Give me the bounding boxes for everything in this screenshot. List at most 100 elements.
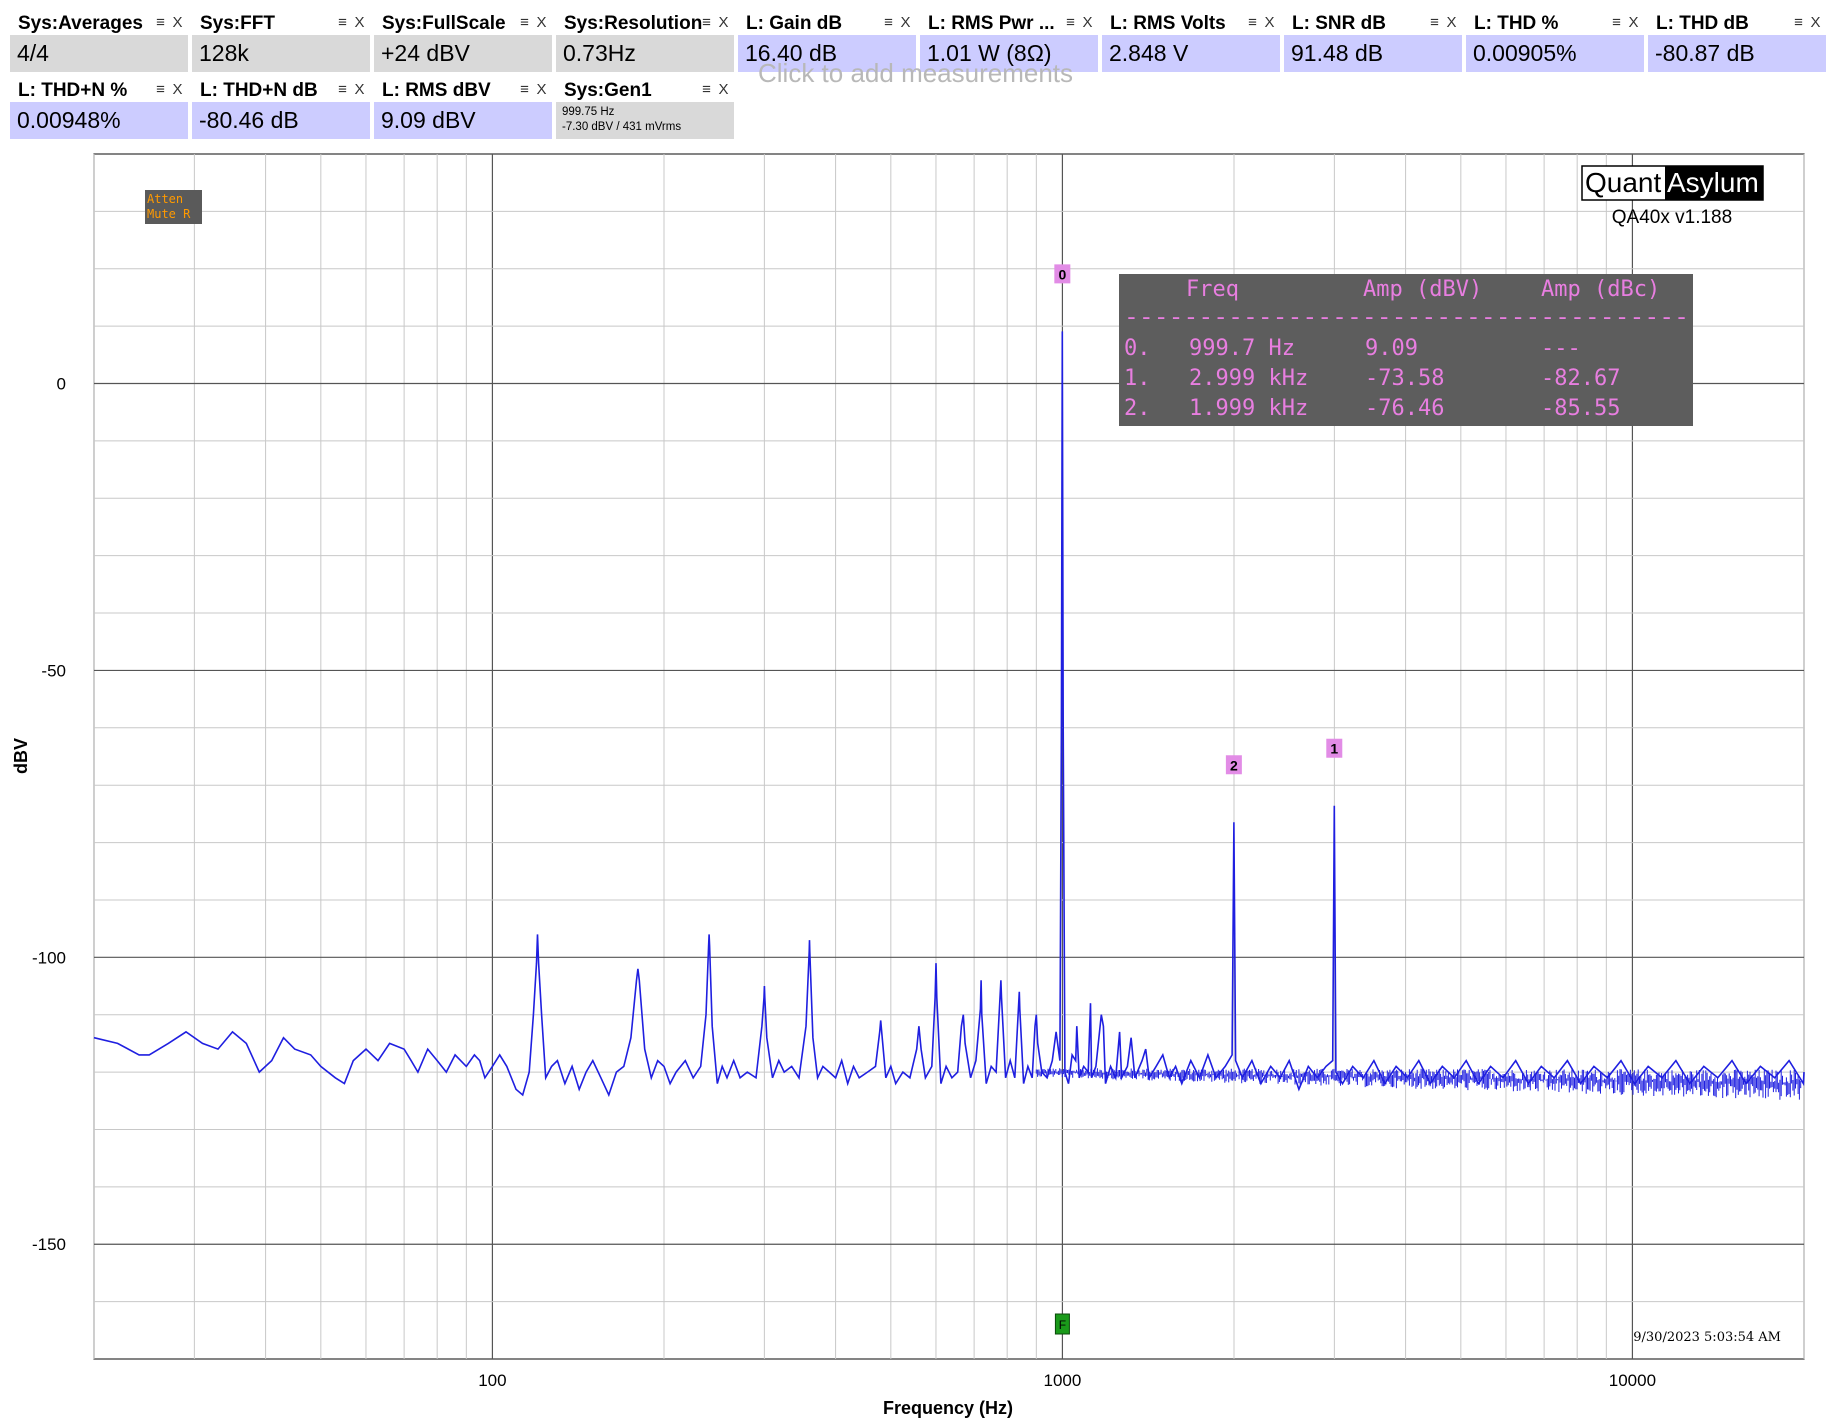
tile-title: L: THD+N % [18,80,128,101]
tile-title: Sys:Averages [18,13,143,34]
tile-body: 9.09 dBV [374,102,552,139]
tile-header: L: RMS dBV ≡ X [374,77,554,102]
close-icon[interactable]: X [536,14,547,31]
close-icon[interactable]: X [718,81,729,98]
tile-title: Sys:FFT [200,13,275,34]
menu-icon[interactable]: ≡ [702,81,711,98]
tile-header: L: THD+N % ≡ X [10,77,190,102]
tile-13[interactable]: Sys:Gen1 ≡ X 999.75 Hz -7.30 dBV / 431 mVrms [556,77,736,139]
tile-9[interactable]: L: THD dB ≡ X -80.87 dB [1648,10,1828,72]
close-icon[interactable]: X [172,14,183,31]
peak-marker-1[interactable] [1326,738,1343,758]
tile-header: L: RMS Volts ≡ X [1102,10,1282,35]
table-cell-dbc: -85.55 [1541,396,1620,421]
tile-value: 91.48 dB [1291,40,1384,66]
fundamental-marker[interactable] [1054,1313,1070,1335]
peak-marker-2[interactable] [1225,755,1242,775]
tile-7[interactable]: L: SNR dB ≡ X 91.48 dB [1284,10,1464,72]
atten-badge-bg [145,190,202,224]
noise-floor [1035,1068,1802,1100]
atten-badge-line2: Mute R [147,207,191,221]
brand-logo: Quant Asylum QA40x v1.188 [1581,165,1764,228]
tile-value: 128k [199,40,249,66]
tile-header: L: THD % ≡ X [1466,10,1646,35]
tile-12[interactable]: L: RMS dBV ≡ X 9.09 dBV [374,77,554,139]
x-tick-label: 10000 [1609,1371,1656,1390]
tile-header: Sys:Gen1 ≡ X [556,77,736,102]
tile-sub-level: -7.30 dBV / 431 mVrms [562,121,682,133]
fundamental-marker-label: F [1059,1318,1066,1332]
tile-0[interactable]: Sys:Averages ≡ X 4/4 [10,10,190,72]
tile-value: -80.46 dB [199,107,299,133]
tile-title: Sys:FullScale [382,13,506,34]
menu-icon[interactable]: ≡ [520,81,529,98]
tile-8[interactable]: L: THD % ≡ X 0.00905% [1466,10,1646,72]
table-header-dbc: Amp (dBc) [1541,277,1660,302]
brand-quant: Quant [1585,167,1661,198]
y-tick-label: -50 [41,661,66,680]
tile-header: Sys:FFT ≡ X [192,10,372,35]
add-measurement-hint[interactable]: Click to add measurements [758,58,1074,88]
menu-icon[interactable]: ≡ [338,14,347,31]
close-icon[interactable]: X [354,81,365,98]
tile-3[interactable]: Sys:Resolution ≡ X 0.73Hz [556,10,736,72]
close-icon[interactable]: X [900,14,911,31]
close-icon[interactable]: X [172,81,183,98]
tile-6[interactable]: L: RMS Volts ≡ X 2.848 V [1102,10,1282,72]
tile-5[interactable]: L: RMS Pwr ... ≡ X 1.01 W (8Ω) [920,10,1100,72]
tile-body: 1.01 W (8Ω) [920,35,1098,72]
table-cell-dbc: -82.67 [1541,366,1620,391]
menu-icon[interactable]: ≡ [1612,14,1621,31]
tile-10[interactable]: L: THD+N % ≡ X 0.00948% [10,77,190,139]
harmonic-table: Freq Amp (dBV) Amp (dBc) ---------------… [1119,274,1693,426]
tile-11[interactable]: L: THD+N dB ≡ X -80.46 dB [192,77,372,139]
menu-icon[interactable]: ≡ [156,14,165,31]
close-icon[interactable]: X [718,14,729,31]
tile-header: Sys:FullScale ≡ X [374,10,554,35]
y-tick-label: 0 [57,375,66,394]
tile-4[interactable]: L: Gain dB ≡ X 16.40 dB [738,10,918,72]
menu-icon[interactable]: ≡ [702,14,711,31]
axis-ticks: 0 -50 -100 -150 100 1000 10000 [32,375,1656,1390]
close-icon[interactable]: X [1082,14,1093,31]
close-icon[interactable]: X [1446,14,1457,31]
table-cell-idx: 2. [1124,396,1151,421]
tile-body: -80.87 dB [1648,35,1826,72]
menu-icon[interactable]: ≡ [156,81,165,98]
measurement-tiles: Sys:Averages ≡ X 4/4 Sys:FFT ≡ X 128k Sys:FullSc… [0,0,1837,150]
tile-1[interactable]: Sys:FFT ≡ X 128k [192,10,372,72]
tile-body: 128k [192,35,370,72]
tile-value: 2.848 V [1109,40,1189,66]
tile-2[interactable]: Sys:FullScale ≡ X +24 dBV [374,10,554,72]
brand-asylum: Asylum [1667,167,1759,198]
menu-icon[interactable]: ≡ [1430,14,1439,31]
menu-icon[interactable]: ≡ [1066,14,1075,31]
menu-icon[interactable]: ≡ [884,14,893,31]
close-icon[interactable]: X [536,81,547,98]
close-icon[interactable]: X [1810,14,1821,31]
menu-icon[interactable]: ≡ [1248,14,1257,31]
close-icon[interactable]: X [1264,14,1275,31]
peak-marker-label: 1 [1330,741,1338,757]
close-icon[interactable]: X [1628,14,1639,31]
tile-value: 4/4 [17,40,49,66]
table-cell-dbv: 9.09 [1365,336,1418,361]
menu-icon[interactable]: ≡ [520,14,529,31]
atten-badge: Atten Mute R [145,190,202,224]
y-axis-label: dBV [11,738,31,774]
menu-icon[interactable]: ≡ [338,81,347,98]
peak-marker-0[interactable] [1054,264,1071,284]
tile-title: L: Gain dB [746,13,843,34]
y-tick-label: -100 [32,948,66,967]
tile-value: 0.00948% [17,107,121,133]
table-divider: -------------------------------------- [1124,305,1689,330]
tile-body: 4/4 [10,35,188,72]
tile-value: -80.87 dB [1655,40,1755,66]
table-cell-idx: 0. [1124,336,1151,361]
tile-title: L: RMS Pwr ... [928,13,1055,34]
tile-value: 9.09 dBV [381,107,476,133]
close-icon[interactable]: X [354,14,365,31]
menu-icon[interactable]: ≡ [1794,14,1803,31]
peak-markers: 0 1 2 F [1054,264,1343,1335]
